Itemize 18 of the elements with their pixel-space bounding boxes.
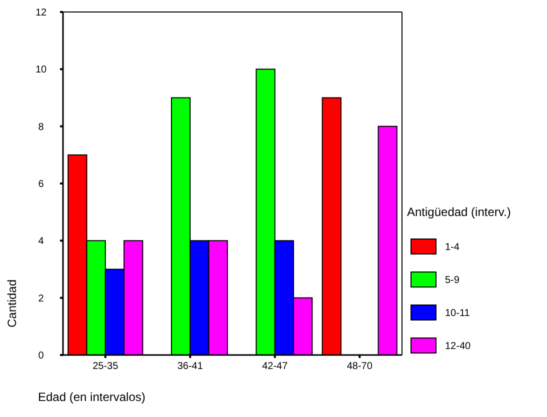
y-axis-title: Cantidad (5, 279, 19, 328)
y-tick-label: 10 (35, 64, 47, 76)
y-tick-label: 2 (38, 293, 44, 304)
x-tick-label: 25-35 (92, 361, 119, 372)
legend-label: 10-11 (445, 308, 470, 319)
y-tick-label: 8 (38, 122, 44, 133)
x-tick-label: 42-47 (262, 361, 288, 372)
x-tick-label: 48-70 (346, 361, 373, 372)
legend-label: 5-9 (445, 275, 460, 286)
y-tick-label: 0 (38, 350, 44, 362)
x-axis-title: Edad (en intervalos) (38, 390, 146, 404)
y-tick-label: 6 (38, 179, 44, 190)
legend-label: 1-4 (445, 242, 460, 253)
x-tick-label: 36-41 (177, 361, 204, 372)
legend-label: 12-40 (445, 341, 472, 352)
y-tick-label: 4 (38, 236, 44, 248)
y-tick-label: 12 (35, 8, 47, 18)
legend-title: Antigüedad (interv.) (407, 205, 511, 220)
